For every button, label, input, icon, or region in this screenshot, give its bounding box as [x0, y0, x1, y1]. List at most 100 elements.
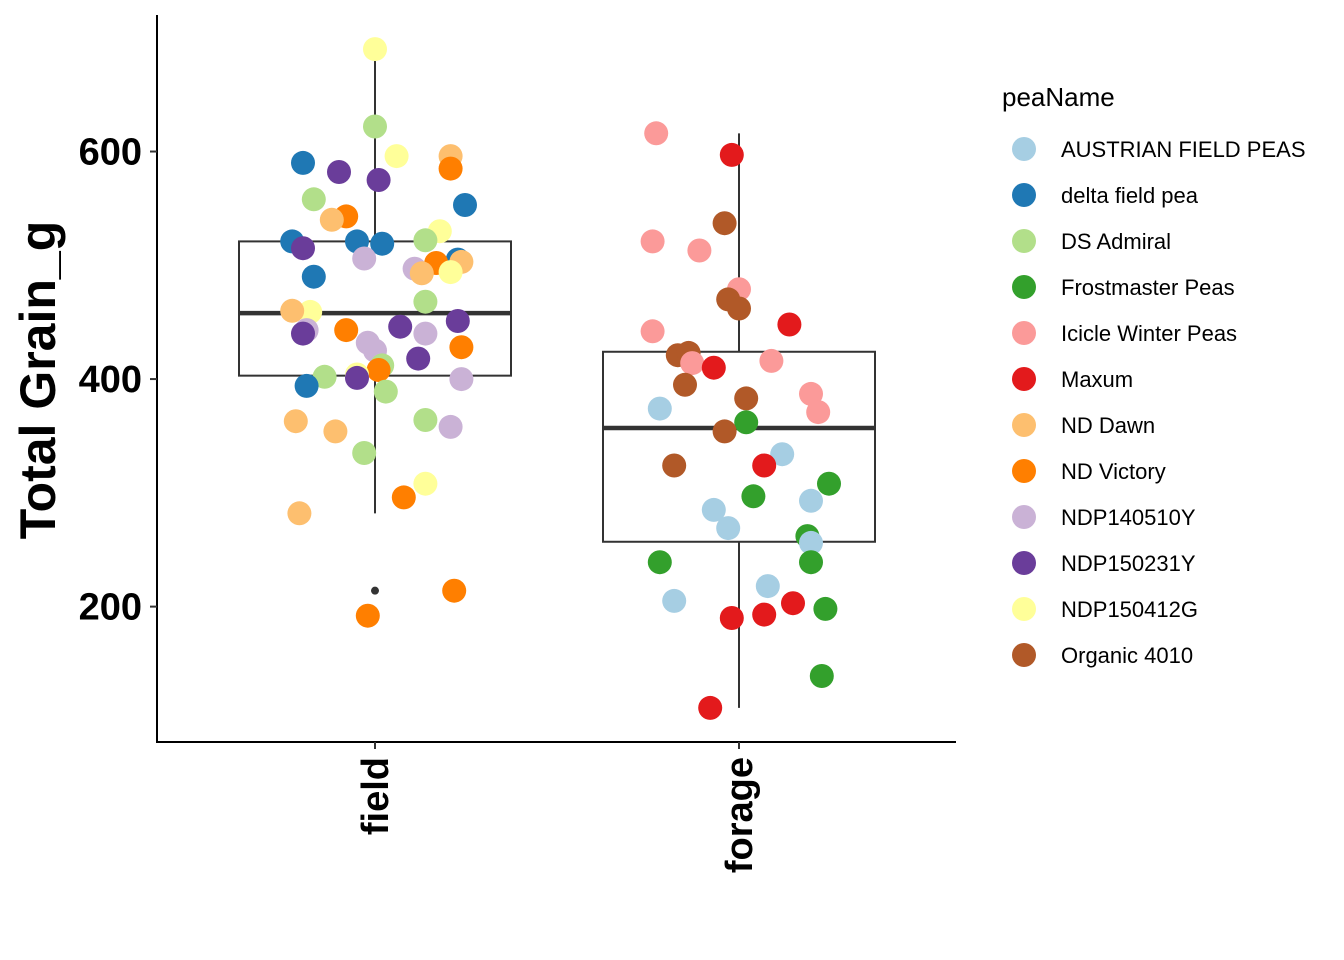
data-point [413, 228, 438, 253]
data-point [413, 289, 438, 314]
data-point [352, 246, 377, 271]
data-point [716, 516, 741, 541]
box-iqr [602, 350, 876, 543]
data-point [698, 695, 723, 720]
data-point [409, 261, 434, 286]
data-point [777, 312, 802, 337]
data-point [662, 588, 687, 613]
data-point [662, 453, 687, 478]
data-point [327, 160, 351, 184]
data-point [673, 372, 697, 397]
data-point [727, 296, 751, 321]
data-point [759, 348, 784, 373]
legend-key [1012, 597, 1036, 621]
box-outlier [371, 586, 379, 595]
legend-key [1012, 459, 1036, 483]
data-point [647, 550, 672, 575]
data-point [813, 596, 838, 621]
data-point [298, 299, 323, 324]
data-point [287, 501, 312, 526]
x-tick-label-field: field [355, 757, 397, 835]
data-point [701, 355, 726, 380]
data-point [355, 603, 380, 628]
x-ticks: field forage [355, 742, 761, 873]
legend-key [1012, 551, 1036, 575]
data-point [366, 358, 391, 382]
x-tick-label-forage: forage [719, 757, 761, 873]
legend-label: ND Dawn [1061, 413, 1155, 438]
legend-entry: DS Admiral [1012, 229, 1171, 254]
data-point [687, 238, 712, 263]
data-point [712, 419, 737, 444]
data-point [799, 381, 823, 406]
data-point [406, 346, 431, 371]
data-point [291, 321, 315, 346]
legend-label: Maxum [1061, 367, 1133, 392]
data-point [334, 318, 359, 343]
data-point [741, 484, 766, 509]
legend-entry: NDP140510Y [1012, 505, 1196, 530]
data-point [445, 309, 470, 333]
legend-label: Frostmaster Peas [1061, 275, 1235, 300]
data-point [719, 606, 744, 630]
legend-key [1012, 413, 1036, 437]
data-point [680, 351, 705, 376]
data-point [352, 441, 377, 465]
data-point [413, 408, 438, 432]
data-point [640, 319, 665, 344]
data-point [283, 409, 308, 434]
data-point [319, 207, 344, 232]
data-point [363, 37, 387, 62]
data-point [413, 321, 438, 346]
legend-key [1012, 367, 1036, 391]
legend-label: NDP140510Y [1061, 505, 1196, 530]
legend-label: ND Victory [1061, 459, 1166, 484]
data-point [755, 574, 780, 599]
data-point [345, 365, 369, 390]
legend-entry: ND Dawn [1012, 413, 1155, 438]
data-point [442, 578, 467, 603]
data-point [817, 471, 841, 496]
legend-entry: delta field pea [1012, 183, 1199, 208]
y-axis-label: Total Grain_g [10, 221, 66, 540]
data-point [301, 264, 326, 289]
legend-title: peaName [1002, 82, 1115, 112]
data-point [752, 602, 777, 627]
data-point [734, 386, 759, 411]
data-point [640, 229, 665, 254]
legend-key [1012, 643, 1036, 667]
data-point [806, 400, 831, 425]
legend-key [1012, 183, 1036, 207]
data-point [647, 396, 672, 421]
legend-entry: Frostmaster Peas [1012, 275, 1235, 300]
legend-entry: ND Victory [1012, 459, 1166, 484]
data-point [294, 373, 319, 398]
data-point [799, 488, 823, 513]
y-tick-label: 600 [79, 132, 142, 174]
data-point [291, 236, 315, 261]
legend-entry: Icicle Winter Peas [1012, 321, 1237, 346]
data-point [438, 156, 463, 181]
legend-label: Icicle Winter Peas [1061, 321, 1237, 346]
legend-key [1012, 137, 1036, 161]
y-tick-label: 200 [79, 587, 142, 629]
legend-key [1012, 505, 1036, 529]
boxes-layer [238, 49, 876, 708]
legend-label: delta field pea [1061, 183, 1199, 208]
data-point [770, 442, 795, 467]
legend-label: NDP150412G [1061, 597, 1198, 622]
legend-key [1012, 275, 1036, 299]
points-layer [280, 37, 841, 720]
data-point [712, 211, 737, 236]
data-point [323, 419, 348, 444]
data-point [799, 530, 823, 555]
data-point [413, 471, 438, 496]
data-point [449, 335, 474, 360]
data-point [291, 150, 315, 175]
data-point [453, 193, 477, 217]
data-point [701, 497, 726, 522]
data-point [438, 260, 463, 285]
legend-entry: Maxum [1012, 367, 1133, 392]
legend-entries: AUSTRIAN FIELD PEAS delta field pea DS Adm… [1012, 137, 1306, 668]
